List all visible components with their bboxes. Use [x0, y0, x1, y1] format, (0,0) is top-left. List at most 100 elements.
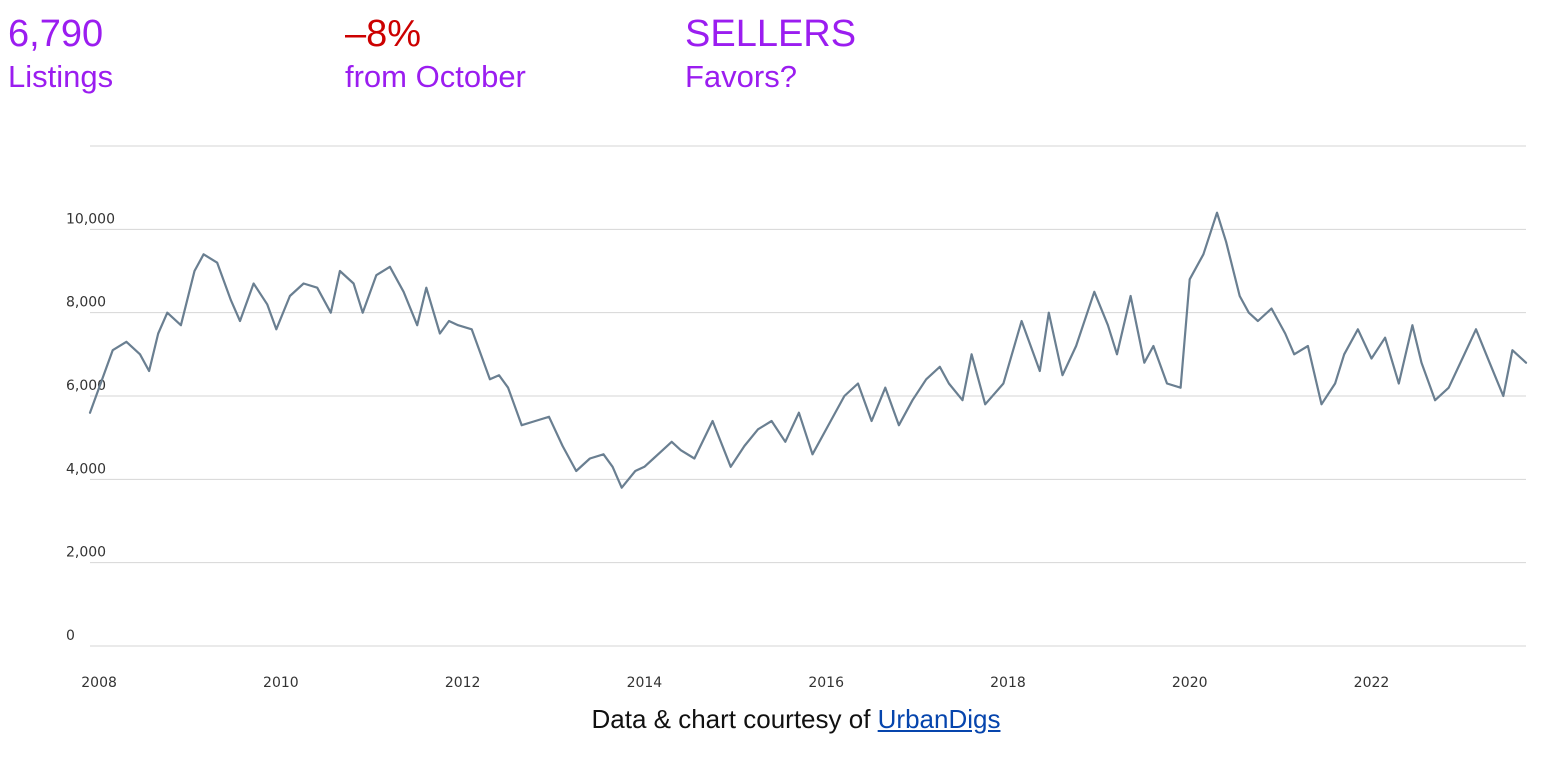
data-point	[470, 328, 473, 331]
data-point	[1488, 361, 1491, 364]
data-point	[111, 349, 114, 352]
data-point	[1384, 336, 1386, 339]
data-point	[939, 366, 941, 368]
x-tick-label: 2020	[1172, 675, 1208, 691]
data-point	[1411, 324, 1414, 327]
data-point	[1238, 295, 1241, 297]
data-point	[289, 295, 291, 297]
data-point	[216, 261, 218, 264]
change-stat: –8% from October	[345, 12, 526, 95]
data-point	[811, 453, 814, 456]
x-tick-label: 2014	[627, 675, 663, 691]
data-point	[1039, 370, 1041, 372]
data-point	[693, 457, 696, 460]
data-point	[1166, 382, 1168, 385]
data-point	[375, 274, 378, 277]
data-point	[729, 466, 732, 468]
data-point	[507, 386, 509, 389]
y-tick-label: 10,000	[66, 211, 115, 227]
x-tick-label: 2012	[445, 675, 481, 691]
urbandigs-link[interactable]: UrbanDigs	[877, 704, 1001, 734]
data-point	[252, 282, 255, 285]
data-point	[534, 420, 537, 422]
data-point	[1461, 357, 1464, 360]
listings-line-chart: 0 2,000 4,000 6,000 8,000 10,000 2008 2010 2012…	[66, 145, 1528, 691]
data-point	[1307, 345, 1309, 347]
data-point	[575, 470, 577, 472]
y-tick-label: 0	[66, 628, 75, 644]
x-tick-label: 2008	[81, 675, 117, 691]
data-point	[798, 411, 800, 414]
data-point	[489, 378, 491, 381]
data-point	[898, 424, 900, 427]
data-point	[634, 470, 637, 472]
series-layer	[88, 211, 1528, 489]
data-point	[1334, 382, 1336, 385]
data-point	[1152, 345, 1155, 347]
data-point	[275, 328, 278, 331]
data-point	[1202, 253, 1205, 256]
listings-label: Listings	[8, 58, 114, 94]
data-point	[561, 445, 564, 447]
data-point	[829, 420, 832, 422]
data-point	[1179, 386, 1182, 389]
listings-count: 6,790	[8, 13, 104, 55]
credit-text: Data & chart courtesy of	[591, 704, 878, 734]
data-point	[643, 466, 646, 468]
data-point	[711, 420, 714, 422]
data-point	[193, 270, 196, 272]
x-tick-label: 2016	[808, 675, 844, 691]
data-point	[620, 486, 623, 489]
favors-value: SELLERS	[685, 13, 857, 55]
data-point	[1525, 361, 1527, 364]
data-point	[1293, 353, 1295, 356]
data-point	[652, 457, 655, 460]
data-point	[1075, 345, 1077, 347]
data-point	[1475, 328, 1477, 331]
data-point	[202, 253, 205, 256]
data-point	[239, 320, 241, 322]
data-point	[1188, 278, 1191, 281]
data-point	[1129, 295, 1132, 297]
data-point	[180, 324, 182, 327]
data-point	[661, 449, 664, 452]
data-point	[911, 399, 914, 402]
y-axis-ticks: 0 2,000 4,000 6,000 8,000 10,000	[66, 211, 115, 644]
data-point	[125, 341, 128, 343]
data-point	[589, 457, 591, 460]
favors-label: Favors?	[685, 58, 797, 94]
data-point	[352, 282, 355, 285]
data-point	[1502, 395, 1505, 397]
x-tick-label: 2022	[1354, 675, 1390, 691]
data-point	[770, 420, 773, 422]
data-point	[743, 445, 746, 447]
data-point	[784, 441, 787, 443]
data-point	[230, 299, 232, 302]
x-axis-ticks: 2008 2010 2012 2014 2016 2018 2020 2022	[81, 675, 1389, 691]
data-point	[1093, 291, 1096, 293]
data-point	[1270, 307, 1273, 310]
data-point	[925, 378, 927, 381]
data-point	[843, 395, 846, 397]
y-tick-label: 8,000	[66, 295, 106, 311]
change-label: from October	[345, 58, 526, 94]
data-point	[89, 411, 91, 414]
chart-credit: Data & chart courtesy of UrbanDigs	[0, 704, 1552, 735]
data-point	[670, 441, 673, 443]
data-point	[1343, 353, 1345, 356]
data-point	[1357, 328, 1359, 331]
data-point	[984, 403, 986, 406]
data-point	[166, 311, 169, 314]
data-point	[1002, 382, 1005, 385]
data-point	[1020, 320, 1023, 322]
data-point	[1370, 357, 1373, 360]
data-point	[448, 320, 450, 322]
data-point	[757, 428, 759, 431]
gridlines	[90, 145, 1526, 647]
data-point	[148, 370, 150, 372]
data-point	[498, 374, 500, 377]
x-tick-label: 2018	[990, 675, 1026, 691]
data-point	[1143, 361, 1146, 364]
data-point	[1398, 382, 1400, 385]
data-point	[1107, 324, 1109, 327]
